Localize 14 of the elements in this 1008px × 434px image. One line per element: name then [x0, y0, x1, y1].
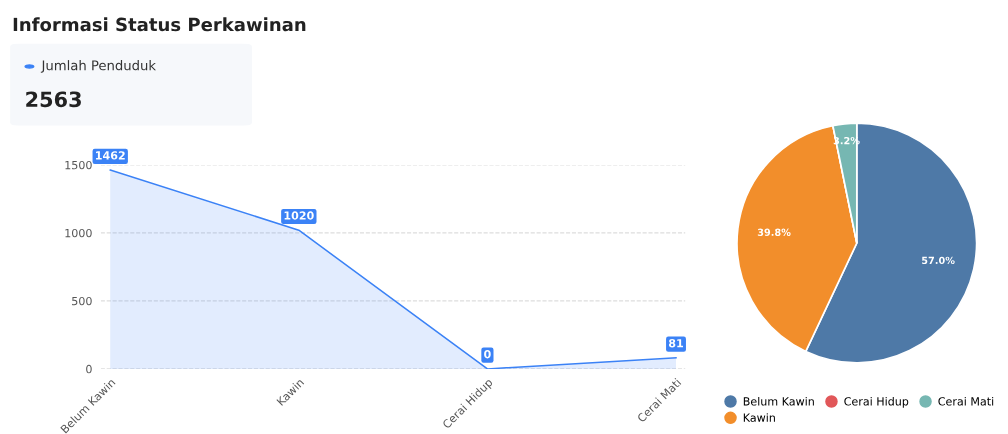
y-tick-label: 500 [72, 296, 92, 306]
data-label: 39.8% [757, 228, 791, 236]
y-tick-label: 0 [86, 364, 92, 374]
text: Jumlah Penduduk [40, 60, 156, 73]
text: 2563 [26, 91, 81, 108]
y-tick-label: 1500 [65, 160, 92, 170]
data-label: 57.0% [922, 256, 955, 265]
legend-label: Kawin [743, 413, 775, 422]
data-label: 0 [484, 350, 491, 359]
data-label: 1020 [284, 211, 314, 220]
data-label: 1462 [96, 151, 125, 160]
y-tick-label: 1000 [65, 228, 92, 238]
data-label: 81 [668, 338, 683, 348]
text: Informasi Status Perkawinan [13, 17, 306, 32]
